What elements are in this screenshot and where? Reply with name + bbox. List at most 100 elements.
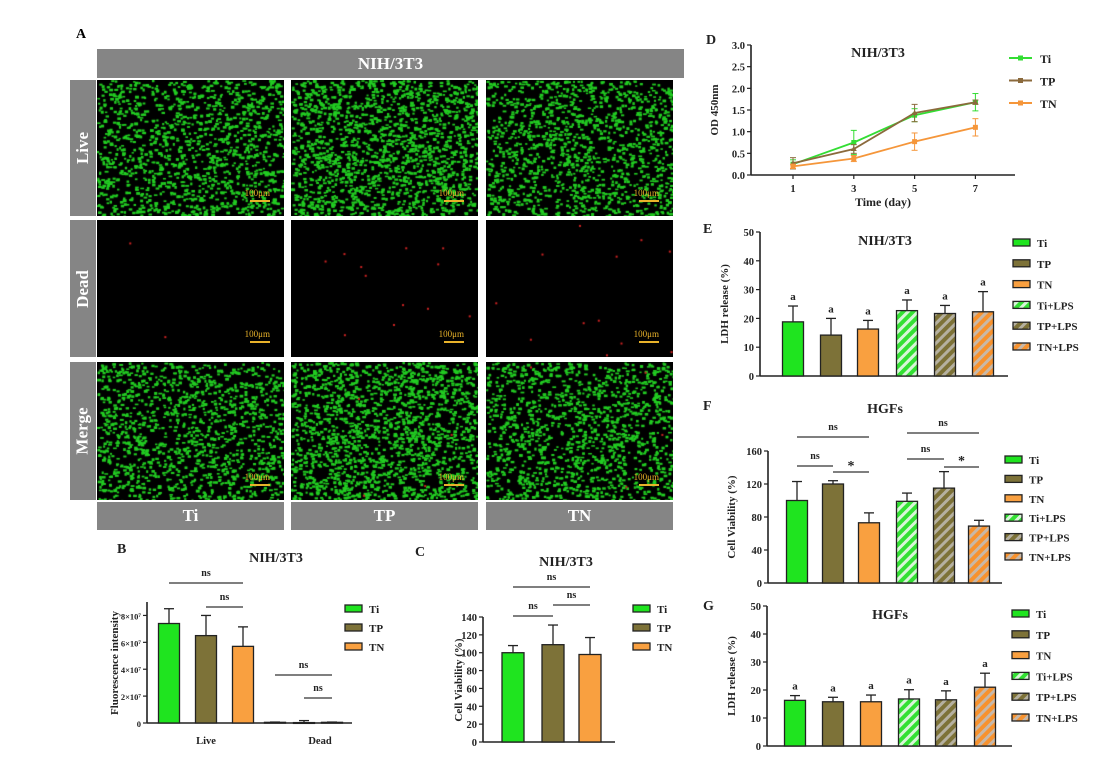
- legend-swatch: [1012, 259, 1031, 268]
- y-tick-label: 20: [744, 314, 755, 325]
- chart-b-ylabel: Fluorescence intensity: [109, 611, 121, 715]
- data-point: [912, 139, 918, 145]
- legend-label: Ti+LPS: [1037, 300, 1074, 312]
- bar-ti-lps: [895, 309, 919, 377]
- legend-swatch: [1012, 321, 1031, 330]
- significance-label: ns: [810, 451, 820, 462]
- legend-label: TN+LPS: [1036, 713, 1078, 725]
- significance-letter: a: [868, 680, 874, 692]
- bar-ti: [781, 321, 805, 377]
- bar-tn: [320, 721, 344, 724]
- chart-d-xlabel: Time (day): [855, 195, 911, 209]
- panel-a-header: NIH/3T3: [97, 49, 684, 78]
- scale-bar: 100μm: [634, 472, 659, 486]
- y-tick-label: 20: [467, 720, 478, 731]
- micrograph-live-ti: 100μm: [97, 80, 284, 216]
- chart-f-ylabel: Cell Viability (%): [726, 475, 738, 558]
- y-tick-label: 0: [472, 738, 477, 749]
- micrograph-merge-tp: 100μm: [291, 362, 478, 500]
- legend-label: TN: [1037, 280, 1052, 292]
- micrograph-merge-ti: 100μm: [97, 362, 284, 500]
- legend-swatch: [632, 604, 651, 613]
- significance-label: ns: [567, 590, 577, 601]
- bar-tp: [821, 483, 845, 584]
- legend-swatch: [344, 623, 363, 632]
- panel-a-label: A: [76, 27, 87, 42]
- y-tick-label: 30: [751, 658, 762, 669]
- chart-g-title: HGFs: [872, 608, 908, 623]
- bar-tp: [292, 721, 316, 725]
- y-tick-label: 0.0: [732, 171, 745, 182]
- scale-bar-label: 100μm: [438, 472, 464, 482]
- bar-ti: [157, 622, 181, 724]
- bar-tn: [856, 328, 880, 377]
- scale-bar: 100μm: [634, 329, 659, 343]
- line-ti: [792, 101, 976, 166]
- x-tick-label: Dead: [308, 736, 331, 747]
- column-label-tp: TP: [291, 502, 478, 530]
- bar-tn: [578, 653, 602, 743]
- y-tick-label: 2×10⁷: [121, 692, 142, 702]
- y-tick-label: 10: [751, 714, 762, 725]
- bar-tp: [819, 334, 843, 377]
- row-label-dead: Dead: [70, 220, 96, 357]
- y-tick-label: 8×10⁷: [121, 611, 142, 621]
- y-tick-label: 0: [749, 372, 754, 383]
- legend-label: TN: [1029, 494, 1044, 506]
- data-point: [972, 99, 979, 105]
- y-tick-label: 40: [744, 257, 755, 268]
- y-tick-label: 20: [751, 686, 762, 697]
- y-tick-label: 4×10⁷: [121, 665, 142, 675]
- y-tick-label: 40: [751, 630, 762, 641]
- bar-tn: [231, 645, 255, 724]
- significance-label: ns: [299, 660, 309, 671]
- legend-swatch: [1011, 671, 1030, 681]
- chart-e-ylabel: LDH release (%): [719, 264, 731, 344]
- significance-label: ns: [828, 422, 838, 433]
- panel-b-label: B: [117, 542, 126, 557]
- data-point: [851, 156, 857, 162]
- data-point: [790, 163, 796, 169]
- y-tick-label: 30: [744, 286, 755, 297]
- scale-bar-label: 100μm: [438, 329, 464, 339]
- significance-label: ns: [528, 601, 538, 612]
- scale-bar: 100μm: [439, 329, 464, 343]
- y-tick-label: 0.5: [732, 149, 745, 160]
- legend-label: TN: [1040, 97, 1057, 111]
- line-tn: [792, 126, 976, 168]
- legend-label: TP+LPS: [1036, 692, 1077, 704]
- bar-ti: [263, 721, 287, 724]
- legend-swatch: [1004, 552, 1023, 561]
- legend-marker: [1018, 100, 1023, 106]
- scale-bar-label: 100μm: [244, 472, 270, 482]
- significance-label: *: [848, 459, 855, 474]
- y-tick-label: 2.5: [732, 63, 745, 74]
- y-tick-label: 80: [752, 513, 763, 524]
- chart-g-ylabel: LDH release (%): [726, 636, 738, 716]
- y-tick-label: 0: [756, 742, 761, 753]
- bar-tp-lps: [934, 699, 958, 747]
- legend-swatch: [1011, 630, 1030, 639]
- bar-tp: [194, 634, 218, 724]
- significance-letter: a: [980, 277, 986, 289]
- panel-d-label: D: [706, 33, 716, 48]
- legend-label: TP: [1029, 474, 1043, 486]
- y-tick-label: 100: [461, 649, 477, 660]
- line-tp: [792, 101, 976, 165]
- micrograph-live-tp: 100μm: [291, 80, 478, 216]
- x-tick-label: 1: [790, 184, 795, 195]
- scale-bar-label: 100μm: [633, 329, 659, 339]
- bar-tn-lps: [967, 525, 991, 584]
- y-tick-label: 1.5: [732, 106, 745, 117]
- significance-letter: a: [792, 681, 798, 693]
- x-tick-label: 7: [973, 184, 978, 195]
- legend-label: TP: [369, 623, 383, 635]
- legend-swatch: [344, 604, 363, 613]
- legend-label: TP: [1037, 259, 1051, 271]
- bar-tp-lps: [932, 487, 956, 584]
- legend-label: TP: [657, 623, 671, 635]
- x-tick-label: Live: [196, 736, 216, 747]
- micrograph-dead-tn: 100μm: [486, 220, 673, 357]
- significance-label: ns: [921, 444, 931, 455]
